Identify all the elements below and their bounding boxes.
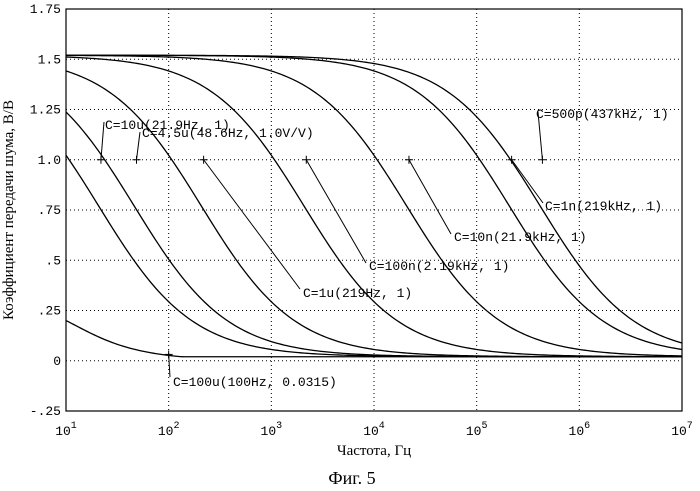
annotation-leader	[409, 160, 451, 234]
series-label: C=10n(21.9kHz, 1)	[454, 230, 587, 245]
y-tick-label: .5	[45, 253, 61, 268]
x-tick-label: 107	[671, 421, 693, 439]
annotation-leader	[204, 160, 300, 289]
y-tick-labels: 1.75 1.5 1.25 1.0 .75 .5 .25 0 -.25	[30, 2, 61, 419]
x-tick-label: 101	[55, 421, 77, 439]
y-tick-label: 1.0	[38, 153, 61, 168]
y-tick-label: .25	[38, 304, 61, 319]
y-axis-title: Коэффициент передачи шума, В/В	[1, 100, 17, 320]
x-tick-label: 104	[363, 421, 385, 439]
series-label: C=100n(2.19kHz, 1)	[369, 259, 509, 274]
annotation-leader	[136, 132, 140, 160]
annotation-leader	[512, 160, 543, 203]
x-tick-label: 105	[466, 421, 488, 439]
x-axis-title: Частота, Гц	[337, 443, 411, 459]
y-tick-label: 1.25	[30, 103, 61, 118]
y-tick-label: -.25	[30, 404, 61, 419]
y-tick-label: 1.5	[38, 52, 61, 67]
annotation-leader	[306, 160, 366, 263]
annotation-leader	[101, 122, 104, 160]
series-label: C=1u(219Hz, 1)	[303, 286, 412, 301]
x-tick-label: 106	[569, 421, 591, 439]
figure-caption: Фиг. 5	[328, 468, 375, 488]
series-labels: C=100u(100Hz, 0.0315)C=10u(21.9Hz, 1)C=4…	[105, 107, 669, 390]
x-tick-label: 102	[158, 421, 180, 439]
y-tick-label: .75	[38, 203, 61, 218]
y-tick-label: 0	[53, 354, 61, 369]
series-label: C=100u(100Hz, 0.0315)	[173, 375, 337, 390]
x-tick-labels: 101 102 103 104 105 106 107	[55, 421, 693, 439]
series-label: C=1n(219kHz, 1)	[545, 199, 662, 214]
series-label: C=500p(437kHz, 1)	[536, 107, 669, 122]
series-curve	[66, 112, 682, 357]
y-tick-label: 1.75	[30, 2, 61, 17]
series-label: C=4.5u(48.6Hz, 1.0V/V)	[142, 126, 314, 141]
x-tick-label: 103	[261, 421, 283, 439]
